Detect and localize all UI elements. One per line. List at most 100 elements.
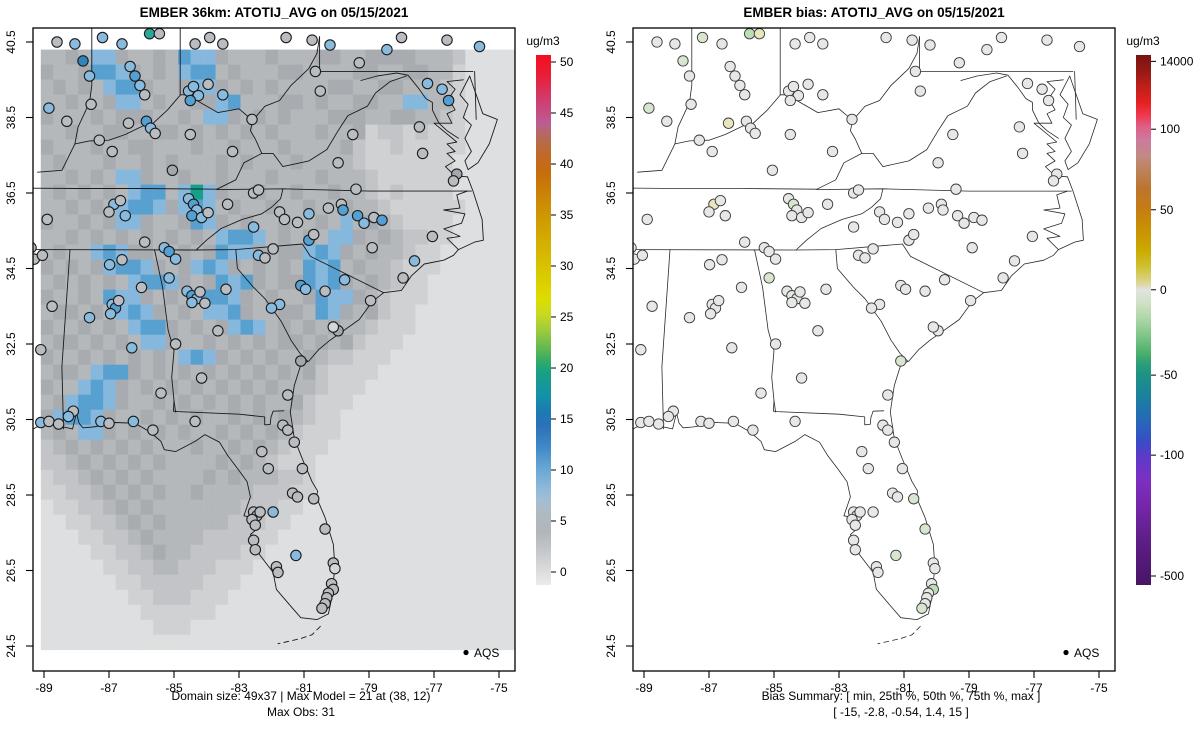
raster-cell (265, 334, 279, 351)
raster-cell (303, 334, 316, 351)
raster-cell (115, 379, 129, 396)
raster-cell (240, 364, 254, 381)
raster-cell (190, 424, 204, 441)
obs-point (846, 113, 858, 126)
raster-cell (327, 529, 341, 546)
raster-cell (265, 439, 279, 456)
raster-cell (90, 634, 104, 651)
raster-cell (178, 364, 191, 381)
raster-cell (190, 514, 204, 531)
obs-point (766, 164, 779, 176)
raster-cell (190, 184, 204, 200)
raster-cell (215, 574, 229, 591)
raster-cell (78, 619, 91, 636)
obs-point (83, 70, 96, 82)
raster-cell (265, 79, 279, 95)
raster-cell (415, 379, 429, 396)
raster-cell (377, 274, 391, 290)
raster-cell (228, 499, 241, 516)
raster-cell (290, 64, 304, 80)
obs-point (938, 274, 951, 286)
obs-point (685, 98, 697, 110)
raster-cell (215, 364, 229, 381)
raster-cell (203, 574, 216, 591)
raster-cell (440, 619, 454, 636)
raster-cell (303, 184, 316, 200)
raster-cell (215, 409, 229, 426)
raster-cell (315, 214, 329, 230)
raster-cell (340, 154, 354, 170)
obs-point (135, 281, 148, 294)
raster-cell (78, 514, 91, 531)
raster-cell (153, 259, 166, 275)
raster-cell (440, 259, 454, 275)
raster-cell (278, 514, 291, 531)
raster-cell (90, 484, 104, 501)
raster-cell (352, 574, 366, 591)
raster-cell (490, 169, 504, 185)
raster-cell (140, 469, 154, 486)
raster-cell (115, 169, 129, 185)
y-tick-label: 24.5 (4, 634, 18, 658)
obs-point (103, 417, 115, 430)
raster-cell (228, 514, 241, 531)
raster-cell (165, 469, 179, 486)
raster-cell (303, 139, 316, 155)
raster-cell (128, 544, 141, 561)
raster-cell (90, 424, 104, 441)
raster-cell (402, 214, 416, 230)
obs-point (252, 184, 265, 196)
raster-cell (377, 409, 391, 426)
raster-cell (240, 394, 254, 411)
obs-point (221, 198, 234, 211)
raster-cell (228, 559, 241, 576)
raster-cell (390, 64, 404, 80)
raster-cell (365, 559, 379, 576)
raster-cell (502, 604, 515, 621)
raster-cell (40, 259, 54, 275)
raster-cell (103, 169, 116, 185)
raster-cell (477, 94, 491, 110)
raster-cell (490, 334, 504, 351)
raster-cell (203, 604, 216, 621)
raster-cell (265, 214, 279, 230)
raster-cell (40, 379, 54, 396)
raster-cell (215, 334, 229, 351)
raster-cell (115, 409, 129, 426)
raster-cell (153, 184, 166, 200)
raster-cell (265, 229, 279, 245)
raster-cell (415, 169, 429, 185)
raster-cell (352, 469, 366, 486)
obs-point (226, 145, 239, 158)
raster-cell (465, 169, 479, 185)
raster-cell (78, 274, 91, 290)
raster-cell (278, 259, 291, 275)
obs-point (246, 113, 258, 126)
raster-cell (278, 64, 291, 80)
obs-point (786, 296, 798, 309)
raster-cell (427, 124, 441, 140)
raster-cell (78, 439, 91, 456)
obs-point (1013, 121, 1026, 133)
raster-cell (327, 124, 341, 140)
x-tick-label: -89 (35, 681, 53, 695)
raster-cell (390, 439, 404, 456)
florida-keys (877, 626, 921, 645)
raster-cell (365, 544, 379, 561)
raster-cell (65, 634, 79, 651)
raster-cell (190, 334, 204, 351)
raster-cell (228, 169, 241, 185)
raster-cell (502, 559, 515, 576)
obs-point (169, 253, 182, 265)
raster-cell (290, 289, 304, 305)
raster-cell (253, 274, 266, 290)
raster-cell (465, 244, 479, 260)
raster-cell (452, 379, 466, 396)
raster-cell (265, 484, 279, 501)
obs-point (997, 272, 1009, 284)
ky-tn-border (633, 187, 818, 190)
raster-cell (290, 79, 304, 95)
obs-point (786, 210, 798, 222)
raster-cell (327, 169, 341, 185)
raster-cell (340, 409, 354, 426)
